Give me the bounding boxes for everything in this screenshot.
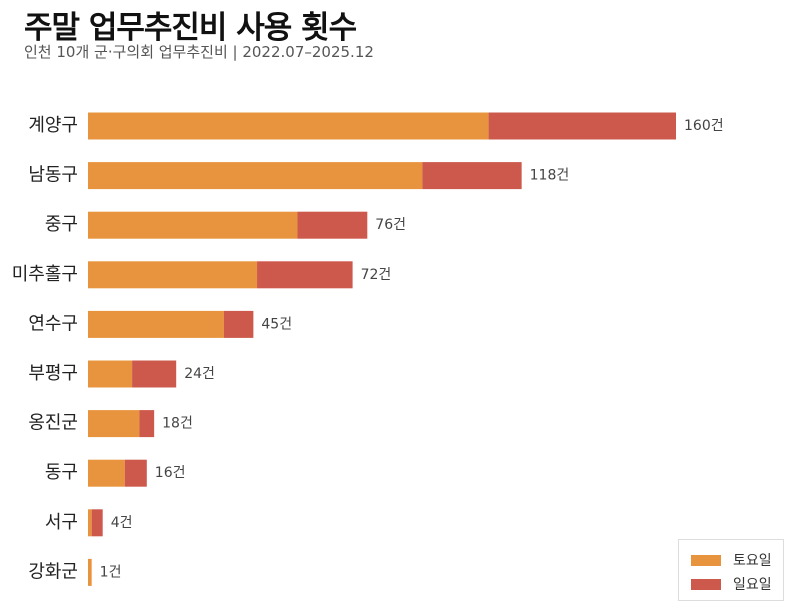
bar-segment-saturday	[88, 112, 489, 140]
legend-label-sunday: 일요일	[733, 577, 772, 593]
bar-value-label: 76건	[375, 217, 406, 233]
bar-value-label: 1건	[100, 564, 122, 580]
category-label: 동구	[45, 462, 78, 483]
bar-segment-sunday	[132, 360, 177, 388]
legend: 토요일 일요일	[678, 539, 784, 601]
bar-value-label: 118건	[530, 168, 570, 184]
category-label: 부평구	[28, 363, 78, 384]
bar-segment-sunday	[422, 162, 522, 190]
chart-title: 주말 업무추진비 사용 횟수	[24, 10, 357, 46]
legend-item-saturday: 토요일	[691, 550, 772, 570]
bar-value-label: 18건	[162, 416, 193, 432]
bar-segment-saturday	[88, 459, 125, 487]
legend-swatch-saturday	[691, 554, 721, 566]
bar-segment-saturday	[88, 360, 133, 388]
bar-segment-sunday	[139, 410, 155, 438]
category-label: 중구	[45, 214, 78, 235]
bar-segment-sunday	[124, 459, 147, 487]
legend-label-saturday: 토요일	[733, 553, 772, 569]
bar-value-label: 16건	[155, 465, 186, 481]
category-label: 계양구	[28, 115, 78, 136]
legend-swatch-sunday	[691, 578, 721, 590]
category-label: 옹진군	[28, 413, 78, 434]
bar-value-label: 45건	[261, 316, 292, 332]
category-label: 남동구	[28, 165, 78, 186]
bar-segment-sunday	[91, 509, 103, 537]
category-label: 강화군	[28, 561, 78, 582]
bar-segment-saturday	[88, 310, 224, 338]
bar-segment-saturday	[88, 410, 140, 438]
bar-segment-sunday	[297, 211, 368, 239]
bar-value-label: 24건	[184, 366, 215, 382]
bar-segment-saturday	[88, 261, 258, 289]
bar-segment-sunday	[223, 310, 254, 338]
bar-value-label: 160건	[684, 118, 724, 134]
bar-segment-sunday	[257, 261, 353, 289]
bar-value-label: 72건	[361, 267, 392, 283]
bar-value-label: 4건	[111, 515, 133, 531]
bar-segment-saturday	[88, 162, 423, 190]
legend-item-sunday: 일요일	[691, 574, 772, 594]
bar-segment-sunday	[488, 112, 676, 140]
bar-segment-saturday	[88, 558, 92, 586]
bar-segment-saturday	[88, 211, 298, 239]
bar-segment-saturday	[88, 509, 92, 537]
category-label: 미추홀구	[12, 264, 78, 285]
category-label: 서구	[45, 512, 78, 533]
chart-subtitle: 인천 10개 군·구의회 업무추진비 | 2022.07–2025.12	[24, 43, 374, 61]
category-label: 연수구	[28, 313, 78, 334]
